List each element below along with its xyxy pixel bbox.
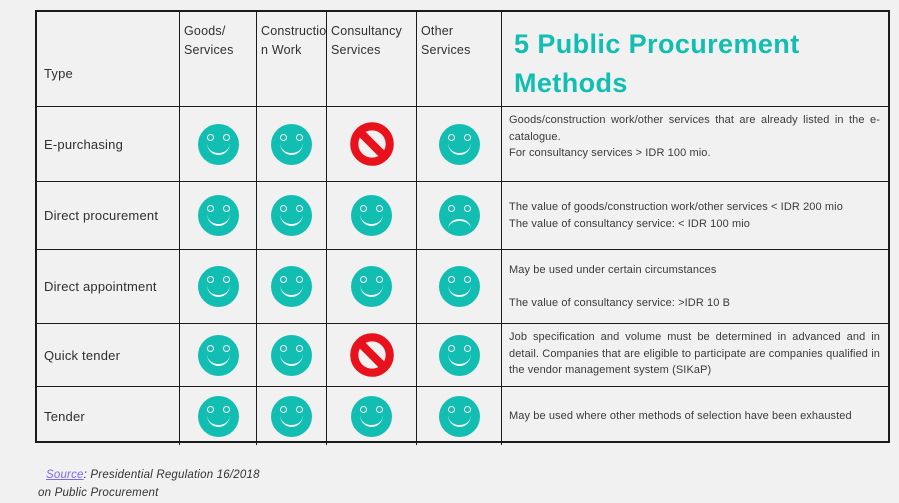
col-header-type: Type [37,12,180,107]
description-line: The value of consultancy service: >IDR 1… [509,297,731,309]
smiley-face-icon [197,395,239,437]
cell-other-services [417,387,502,445]
cell-goods-services [180,387,257,445]
cell-construction-work [257,250,327,324]
prohibited-icon [349,121,395,167]
description-line: May be used under certain circumstances [509,263,717,276]
cell-construction-work [257,107,327,182]
procurement-table: Type Goods/ Services Constructio n Work … [35,10,890,445]
cell-other-services [417,107,502,182]
source-line-2: on Public Procurement [38,486,159,499]
smiley-face-icon [438,123,480,165]
smiley-face-icon [438,266,480,307]
smiley-face-icon [197,195,239,236]
table-row-type-cell: E-purchasing [37,107,180,182]
table-row-type-cell: Tender [37,387,180,445]
row-description-cell: Job specification and volume must be det… [502,324,888,387]
smiley-face-icon [351,395,392,437]
cell-goods-services [180,324,257,387]
cell-goods-services [180,250,257,324]
row-description-cell: Goods/construction work/other services t… [502,107,888,182]
cell-consultancy-services [327,387,417,445]
row-description-cell: May be used where other methods of selec… [502,387,888,445]
source-link[interactable]: Source [46,469,84,481]
col-header-construction-work: Constructio n Work [257,12,327,107]
source-line-1-text: : Presidential Regulation 16/2018 [83,469,260,481]
description-line: Goods/construction work/other services t… [509,114,880,143]
smiley-face-icon [351,266,392,307]
cell-consultancy-services [327,250,417,324]
smiley-face-icon [197,334,239,376]
col-header-consultancy-services: Consultancy Services [327,12,417,107]
source-note: Source: Presidential Regulation 16/2018 … [38,467,260,503]
cell-consultancy-services [327,182,417,250]
row-type-label: Direct procurement [44,208,159,223]
smiley-face-icon [438,334,480,376]
sad-face-icon [438,195,480,236]
table-row-type-cell: Quick tender [37,324,180,387]
cell-consultancy-services [327,324,417,387]
smiley-face-icon [271,123,312,165]
cell-consultancy-services [327,107,417,182]
table-row-type-cell: Direct procurement [37,182,180,250]
cell-other-services [417,324,502,387]
smiley-face-icon [271,195,312,236]
table-row-type-cell: Direct appointment [37,250,180,324]
description-line: May be used where other methods of selec… [509,409,852,422]
cell-goods-services [180,107,257,182]
row-type-label: Tender [44,408,85,424]
col-header-other-services: Other Services [417,12,502,107]
smiley-face-icon [271,395,312,437]
smiley-face-icon [438,395,480,437]
description-line: For consultancy services > IDR 100 mio. [509,147,711,159]
row-description-cell: May be used under certain circumstances T… [502,250,888,324]
cell-other-services [417,250,502,324]
page-title: 5 Public Procurement Methods [502,12,888,107]
smiley-face-icon [271,334,312,376]
cell-construction-work [257,387,327,445]
row-description-cell: The value of goods/construction work/oth… [502,182,888,250]
smiley-face-icon [197,123,239,165]
col-header-goods-services: Goods/ Services [180,12,257,107]
source-line-1: Source: Presidential Regulation 16/2018 [46,467,260,485]
description-line: Job specification and volume must be det… [509,331,880,376]
row-type-label: E-purchasing [44,136,123,152]
smiley-face-icon [351,195,392,236]
prohibited-icon [349,332,395,378]
description-line: The value of consultancy service: < IDR … [509,217,751,230]
cell-construction-work [257,182,327,250]
row-type-label: Quick tender [44,347,121,363]
description-line: The value of goods/construction work/oth… [509,201,843,213]
smiley-face-icon [197,266,239,307]
cell-construction-work [257,324,327,387]
cell-goods-services [180,182,257,250]
row-type-label: Direct appointment [44,279,157,294]
smiley-face-icon [271,266,312,307]
cell-other-services [417,182,502,250]
